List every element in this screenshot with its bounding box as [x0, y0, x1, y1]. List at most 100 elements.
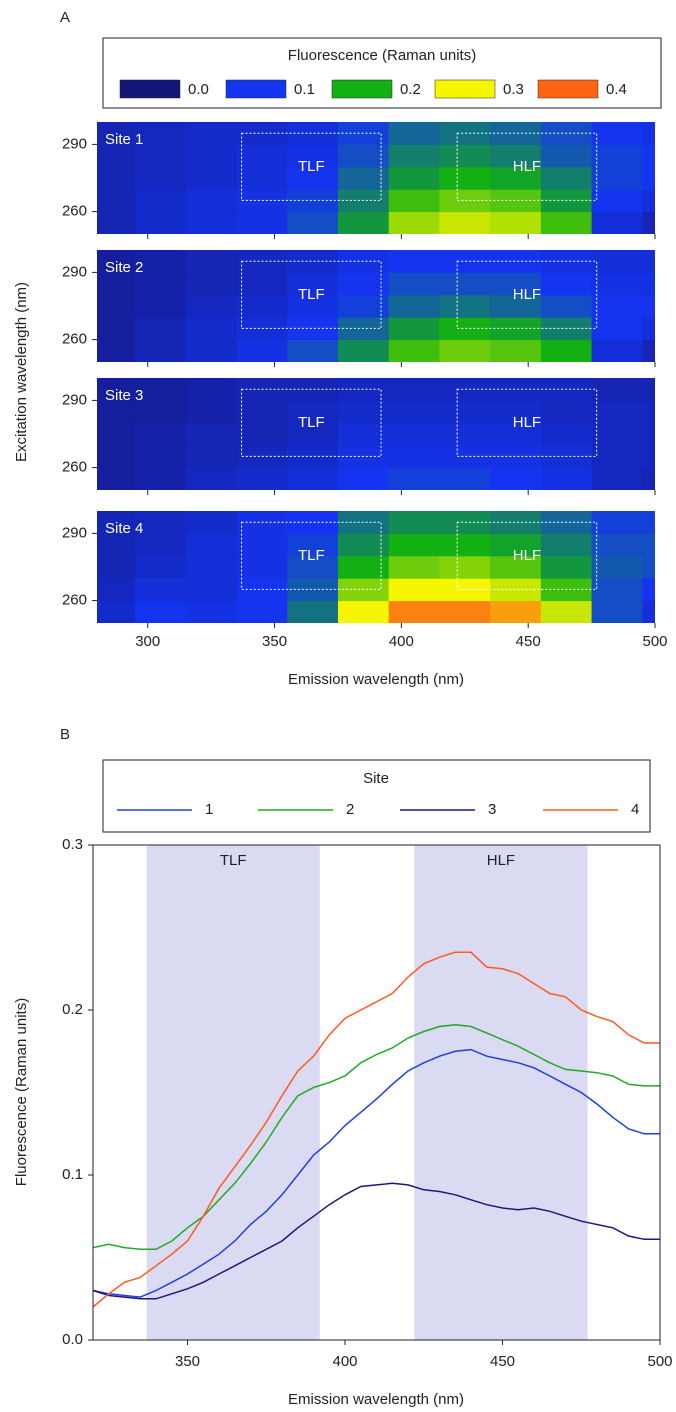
heatmap-cell — [135, 400, 187, 424]
heatmap-cell — [642, 445, 655, 469]
heatmap-cell — [439, 445, 491, 469]
heatmap-cell — [439, 578, 491, 602]
heatmap-cell — [540, 600, 593, 623]
heatmap-cell — [97, 445, 136, 469]
heatmap-cell — [388, 122, 440, 145]
heatmap-cell — [490, 250, 542, 273]
heatmap-cell — [591, 467, 643, 490]
heatmap-cell — [135, 378, 187, 401]
heatmap-cell — [388, 317, 440, 341]
region-box — [456, 260, 598, 329]
heatmap-cell — [337, 600, 390, 623]
colorbar-box — [102, 37, 662, 109]
heatmap-cell — [388, 400, 440, 424]
colorbar-swatch — [537, 79, 599, 99]
heatmap-cell — [591, 511, 643, 534]
heatmap-cell — [642, 339, 655, 362]
heatmap-cell — [135, 600, 187, 623]
heatmap-cell — [236, 600, 288, 623]
legend-label: 2 — [346, 801, 354, 818]
heatmap-cell — [388, 189, 440, 213]
x-tick-label: 400 — [332, 1353, 357, 1370]
heatmap-panel — [97, 511, 655, 623]
colorbar-title: Fluorescence (Raman units) — [288, 47, 476, 64]
series-line — [92, 1048, 660, 1298]
heatmap-cell — [388, 511, 440, 534]
panel-name: Site 3 — [105, 387, 143, 404]
heatmap-cell — [439, 272, 491, 296]
heatmap-cell — [439, 378, 491, 401]
heatmap-cell — [540, 555, 593, 579]
heatmap-cell — [591, 422, 643, 446]
heatmap-cell — [591, 189, 643, 213]
y-tick-label: 260 — [62, 203, 87, 220]
heatmap-cell — [490, 122, 542, 145]
heatmap-cell — [337, 166, 390, 190]
heatmap-cell — [97, 400, 136, 424]
heatmap-cell — [135, 578, 187, 602]
heatmap-cell — [439, 144, 491, 168]
heatmap-cell — [185, 122, 237, 145]
heatmap-cell — [97, 272, 136, 296]
heatmap-cell — [97, 166, 136, 190]
heatmap-cell — [135, 189, 187, 213]
heatmap-cell — [185, 378, 237, 401]
heatmap-cell — [287, 533, 339, 557]
heatmap-cell — [337, 555, 390, 579]
heatmap-cell — [642, 166, 655, 190]
heatmap-cell — [642, 250, 655, 273]
region-box — [241, 521, 382, 590]
heatmap-cell — [388, 166, 440, 190]
heatmap-cell — [490, 445, 542, 469]
heatmap-cell — [236, 400, 288, 424]
heatmap-cell — [439, 533, 491, 557]
heatmap-cell — [135, 144, 187, 168]
heatmap-cell — [642, 511, 655, 534]
y-tick-label: 0.0 — [62, 1331, 83, 1348]
heatmap-cell — [439, 122, 491, 145]
x-tick-label: 450 — [490, 1353, 515, 1370]
region-box — [456, 132, 598, 201]
region-label: TLF — [298, 158, 325, 175]
heatmap-cell — [490, 511, 542, 534]
x-tick-label: 500 — [647, 1353, 672, 1370]
heatmap-cell — [591, 378, 643, 401]
region-label: TLF — [298, 414, 325, 431]
heatmap-cell — [490, 294, 542, 318]
heatmap-cell — [490, 189, 542, 213]
heatmap-cell — [287, 578, 339, 602]
heatmap-cell — [287, 600, 339, 623]
y-tick-label: 290 — [62, 135, 87, 152]
heatmap-cell — [388, 144, 440, 168]
heatmap-cell — [439, 511, 491, 534]
heatmap-cell — [185, 250, 237, 273]
heatmap-cell — [540, 339, 593, 362]
heatmap-cell — [591, 211, 643, 234]
panel-label: B — [60, 726, 70, 743]
heatmap-cell — [185, 339, 237, 362]
heatmap-cell — [287, 317, 339, 341]
y-tick-label: 260 — [62, 459, 87, 476]
heatmap-cell — [388, 445, 440, 469]
heatmap-cell — [135, 211, 187, 234]
heatmap-cell — [135, 339, 187, 362]
x-tick-label: 500 — [642, 633, 667, 650]
heatmap-cell — [287, 122, 339, 145]
heatmap-cell — [439, 467, 491, 490]
heatmap-cell — [388, 378, 440, 401]
region-label: HLF — [487, 852, 515, 869]
heatmap-cell — [642, 189, 655, 213]
heatmap-cell — [642, 317, 655, 341]
heatmap-cell — [540, 400, 593, 424]
heatmap-cell — [490, 467, 542, 490]
y-tick-label: 290 — [62, 524, 87, 541]
heatmap-cell — [135, 166, 187, 190]
heatmap-cell — [439, 211, 491, 234]
heatmap-cell — [185, 166, 237, 190]
legend-label: 4 — [631, 801, 639, 818]
panel-label: A — [60, 9, 70, 26]
heatmap-cell — [97, 211, 136, 234]
heatmap-cell — [287, 272, 339, 296]
heatmap-cell — [287, 166, 339, 190]
region-label: TLF — [298, 286, 325, 303]
